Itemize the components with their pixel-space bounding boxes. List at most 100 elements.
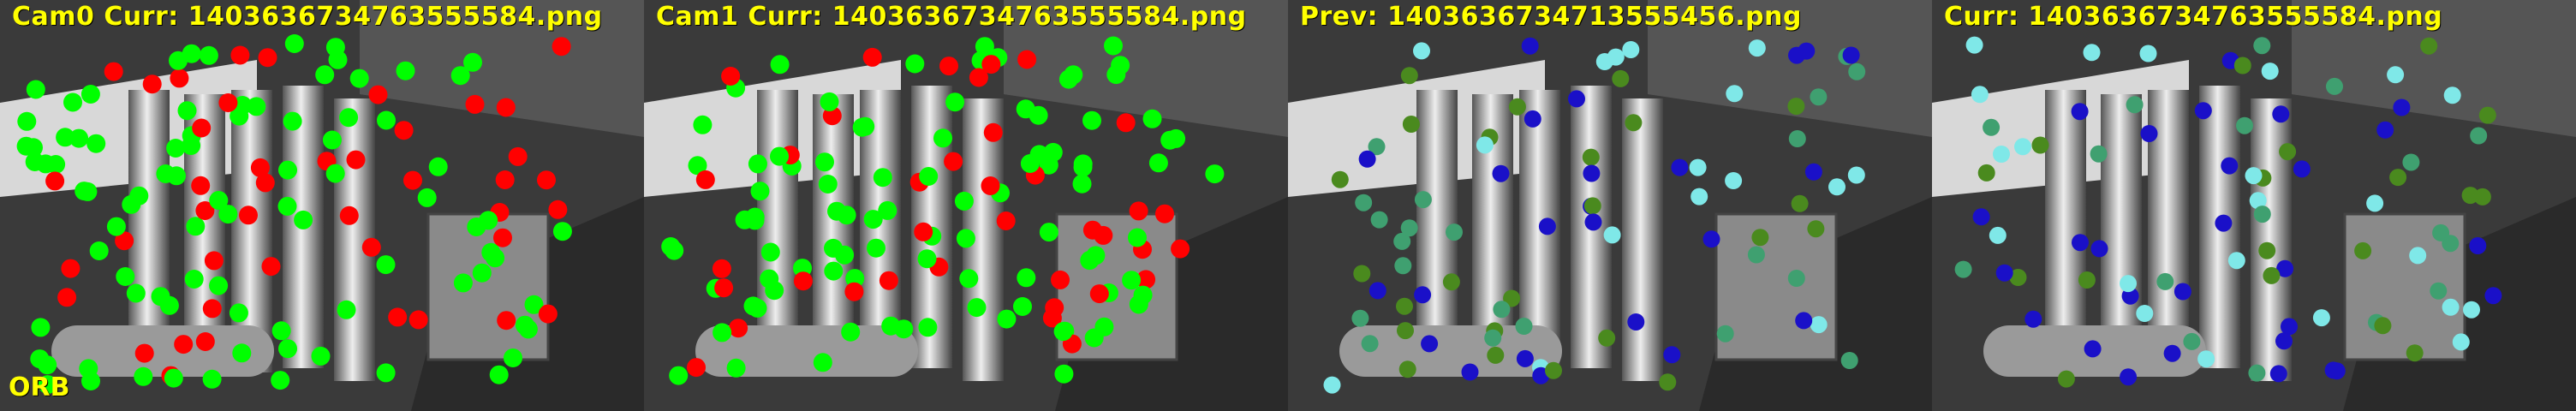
keypoint-marker — [2245, 167, 2263, 184]
keypoint-marker — [687, 358, 706, 377]
keypoint-marker — [944, 152, 963, 171]
keypoint-marker — [174, 335, 193, 354]
keypoint-marker — [79, 359, 98, 378]
keypoint-marker — [537, 170, 556, 189]
keypoint-marker — [2078, 271, 2096, 289]
keypoint-marker — [1353, 265, 1370, 283]
panel-cam0-curr: Cam0 Curr: 1403636734763555584.png ORB — [0, 0, 644, 411]
keypoint-marker — [1051, 271, 1070, 289]
keypoint-marker — [844, 283, 863, 301]
keypoint-marker — [1111, 56, 1130, 74]
keypoint-marker — [997, 211, 1016, 230]
keypoint-marker — [486, 248, 504, 267]
keypoint-marker — [1517, 350, 1534, 367]
keypoint-marker — [1612, 70, 1629, 87]
keypoint-marker — [209, 191, 228, 210]
keypoint-marker — [838, 206, 856, 224]
keypoint-marker — [1122, 271, 1141, 289]
keypoint-marker — [2221, 158, 2238, 175]
keypoint-marker — [981, 176, 1000, 195]
keypoint-marker — [2195, 102, 2212, 119]
keypoint-marker — [1989, 227, 2007, 244]
keypoint-marker — [2354, 242, 2371, 259]
keypoint-marker — [2325, 361, 2342, 378]
keypoint-marker — [1607, 49, 1625, 66]
keypoint-marker — [497, 98, 516, 117]
keypoint-marker — [1104, 37, 1123, 56]
keypoint-marker — [57, 288, 76, 307]
keypoint-marker — [2275, 332, 2293, 349]
keypoint-marker — [1598, 330, 1615, 347]
keypoint-marker — [2228, 252, 2245, 269]
keypoint-marker — [166, 139, 185, 158]
keypoint-marker — [2279, 143, 2296, 160]
keypoint-marker — [90, 241, 109, 260]
keypoint-marker — [2174, 283, 2191, 301]
keypoint-marker — [2140, 45, 2157, 63]
keypoint-marker — [2484, 287, 2501, 304]
keypoint-marker — [116, 267, 134, 286]
keypoint-marker — [751, 182, 770, 200]
keypoint-marker — [2032, 137, 2049, 154]
keypoint-marker — [1421, 335, 1438, 352]
keypoint-marker — [2136, 305, 2153, 322]
keypoint-marker — [2272, 105, 2289, 122]
keypoint-marker — [1659, 373, 1676, 390]
keypoint-marker — [714, 278, 733, 297]
keypoint-marker — [794, 271, 813, 290]
keypoint-marker — [1522, 38, 1539, 55]
keypoint-marker — [919, 167, 938, 186]
keypoint-marker — [1086, 246, 1105, 265]
keypoint-marker — [1983, 119, 2000, 136]
keypoint-marker — [2091, 240, 2108, 257]
keypoint-marker — [1484, 330, 1501, 347]
keypoint-marker — [1539, 217, 1556, 235]
keypoint-marker — [45, 171, 64, 190]
keypoint-marker — [2120, 368, 2137, 385]
panel-title: Curr: 1403636734763555584.png — [1944, 2, 2442, 32]
keypoint-marker — [1396, 298, 1413, 315]
keypoint-marker — [200, 46, 218, 65]
keypoint-marker — [553, 222, 572, 241]
keypoint-marker — [203, 299, 222, 318]
keypoint-marker — [1397, 322, 1414, 339]
keypoint-marker — [1690, 188, 1708, 206]
keypoint-marker — [713, 323, 731, 342]
keypoint-marker — [914, 223, 933, 241]
keypoint-marker — [340, 206, 359, 225]
keypoint-marker — [2406, 344, 2424, 361]
keypoint-marker — [1717, 325, 1734, 342]
keypoint-marker — [2014, 138, 2031, 155]
keypoint-marker — [1446, 223, 1463, 241]
keypoint-marker — [2024, 311, 2042, 328]
keypoint-marker — [1134, 286, 1153, 305]
keypoint-marker — [129, 187, 148, 206]
keypoint-marker — [984, 123, 1003, 142]
keypoint-marker — [1359, 151, 1376, 168]
keypoint-marker — [178, 101, 197, 120]
keypoint-marker — [1524, 110, 1541, 128]
keypoint-marker — [1074, 158, 1093, 176]
keypoint-marker — [1604, 226, 1621, 243]
keypoint-marker — [86, 134, 105, 153]
keypoint-marker — [1583, 165, 1600, 182]
keypoint-marker — [192, 119, 211, 138]
keypoint-marker — [75, 182, 93, 200]
keypoint-marker — [323, 131, 342, 150]
panel-curr: Curr: 1403636734763555584.png — [1932, 0, 2576, 411]
keypoint-marker — [2084, 44, 2101, 61]
keypoint-marker — [1082, 111, 1101, 130]
keypoint-marker — [1085, 329, 1104, 348]
keypoint-marker — [1788, 270, 1805, 287]
keypoint-marker — [2470, 128, 2487, 145]
keypoint-marker — [191, 176, 210, 195]
panel-prev: Prev: 1403636734713555456.png — [1288, 0, 1932, 411]
keypoint-marker — [2197, 350, 2215, 367]
keypoint-marker — [2479, 107, 2496, 124]
keypoint-marker — [516, 316, 534, 335]
keypoint-marker — [209, 277, 228, 295]
keypoint-marker — [2463, 301, 2480, 319]
keypoint-marker — [2474, 188, 2491, 206]
keypoint-marker — [1848, 167, 1865, 184]
keypoint-marker — [2432, 224, 2449, 241]
